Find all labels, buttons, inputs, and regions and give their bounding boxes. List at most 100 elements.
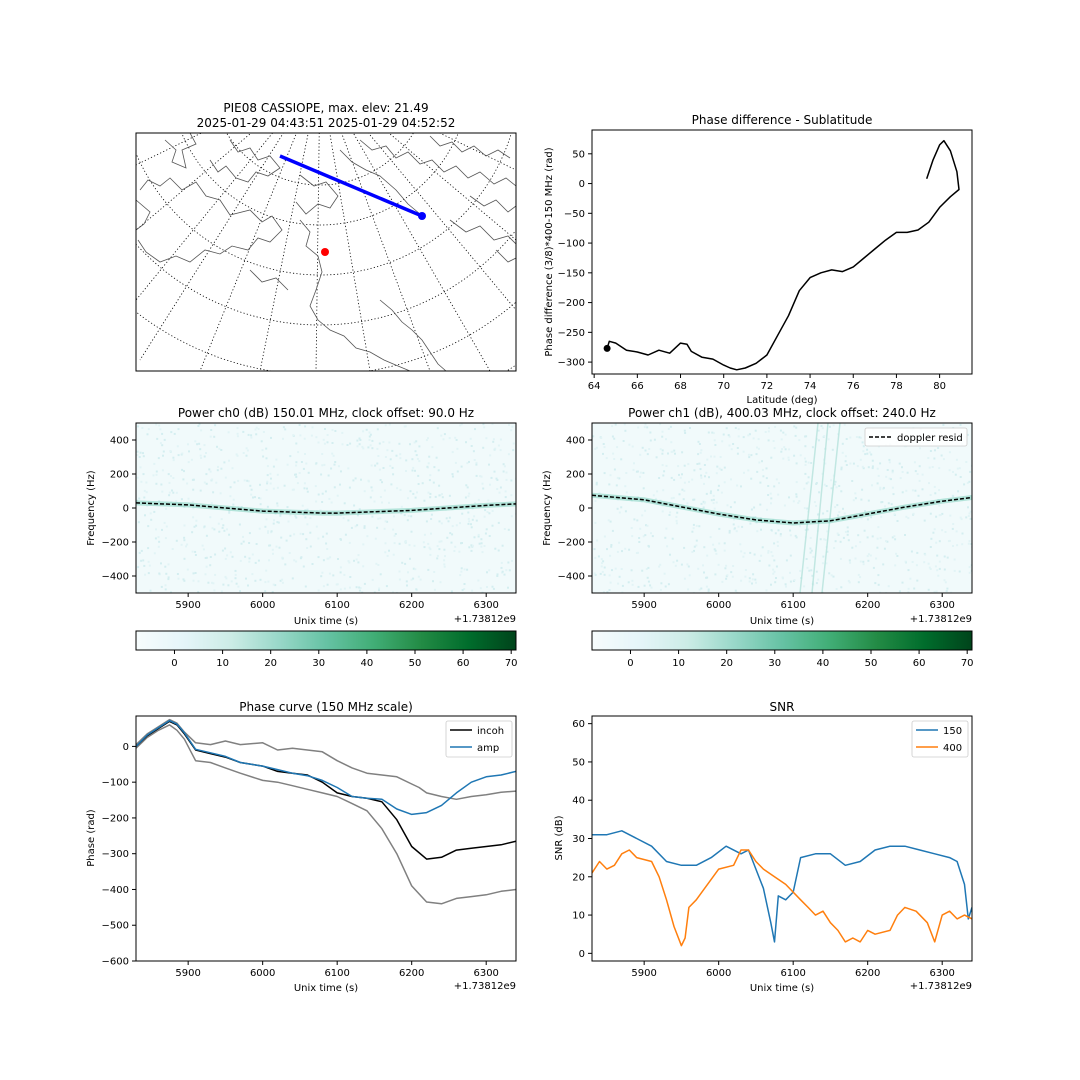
power-ch0-noise — [136, 423, 516, 593]
phase-sublat-ylabel: Phase difference (3/8)*400-150 MHz (rad) — [544, 147, 555, 356]
y-tick-label: 10 — [572, 911, 585, 922]
legend-amp-label: amp — [477, 743, 499, 754]
150-series-line — [592, 830, 972, 943]
map-title-line2: 2025-01-29 04:43:51 2025-01-29 04:52:52 — [197, 116, 456, 130]
phase-curve-y-ticks: −600 −500 −400 −300 −200 −100 0 — [102, 742, 136, 968]
phase-curve-title: Phase curve (150 MHz scale) — [239, 700, 413, 714]
y-tick-label: −150 — [558, 268, 585, 279]
phase-sublat-plot-area — [603, 139, 960, 371]
x-tick-label: 5900 — [631, 968, 656, 979]
y-tick-label: 60 — [572, 719, 585, 730]
legend-150-label: 150 — [943, 726, 962, 737]
phase-sublat-x-ticks: 64 66 68 70 72 74 76 78 80 — [588, 374, 946, 392]
400-series-line — [592, 849, 972, 947]
phase-curve-plot-area — [136, 718, 516, 905]
phase-curve-legend: incoh amp — [445, 720, 513, 758]
y-tick-label: 20 — [572, 872, 585, 883]
colorbar-tick-label: 40 — [817, 658, 830, 669]
x-tick-label: 5900 — [175, 968, 200, 979]
power-ch1-plot-area — [592, 423, 972, 593]
colorbar-tick-label: 10 — [216, 658, 229, 669]
snr-title: SNR — [770, 700, 795, 714]
power-ch0-y-ticks: −400 −200 0 200 400 — [102, 436, 136, 583]
snr-legend: 150 400 — [911, 720, 969, 758]
colorbar-tick-label: 10 — [672, 658, 685, 669]
colorbar-tick-label: 50 — [409, 658, 422, 669]
phase-curve-xlabel: Unix time (s) — [294, 983, 358, 994]
snr-x-ticks: 5900 6000 6100 6200 6300 — [631, 961, 955, 979]
x-tick-label: 6300 — [929, 600, 954, 611]
x-tick-label: 70 — [717, 381, 730, 392]
x-tick-label: 78 — [890, 381, 903, 392]
power-ch1-panel: Power ch1 (dB), 400.03 MHz, clock offset… — [542, 406, 973, 627]
snr-plot-area — [592, 830, 972, 947]
x-tick-label: 6300 — [473, 968, 498, 979]
snr-y-ticks: 0 10 20 30 40 50 60 — [572, 719, 592, 960]
y-tick-label: 200 — [566, 470, 585, 481]
colorbar-tick-label: 40 — [361, 658, 374, 669]
snr-panel: SNR 150 400 5900 6000 6100 6200 6300 0 10 20 30… — [554, 700, 973, 994]
power-ch1-ylabel: Frequency (Hz) — [542, 470, 553, 546]
power-ch1-offset: +1.73812e9 — [910, 614, 972, 625]
map-frame — [135, 132, 517, 372]
map-coastlines — [136, 133, 516, 371]
colorbar-tick-label: 20 — [720, 658, 733, 669]
y-tick-label: −400 — [102, 885, 129, 896]
y-tick-label: −100 — [558, 239, 585, 250]
x-tick-label: 6200 — [855, 968, 880, 979]
doppler-resid-line — [136, 502, 516, 514]
power-ch1-x-ticks: 5900 6000 6100 6200 6300 — [631, 593, 955, 611]
x-tick-label: 64 — [588, 381, 601, 392]
y-tick-label: −200 — [558, 538, 585, 549]
y-tick-label: −400 — [102, 572, 129, 583]
colorbar-tick-label: 30 — [312, 658, 325, 669]
x-tick-label: 5900 — [631, 600, 656, 611]
colorbar-tick-label: 60 — [913, 658, 926, 669]
x-tick-label: 6200 — [399, 600, 424, 611]
power-ch0-xlabel: Unix time (s) — [294, 616, 358, 627]
y-tick-label: −50 — [564, 209, 585, 220]
x-tick-label: 6300 — [929, 968, 954, 979]
y-tick-label: 0 — [123, 504, 129, 515]
phase-curve-offset: +1.73812e9 — [454, 981, 516, 992]
colorbar-ch1-ticks: 0 10 20 30 40 50 60 70 — [627, 650, 974, 669]
x-tick-label: 6200 — [399, 968, 424, 979]
x-tick-label: 6000 — [250, 968, 275, 979]
phase-curve-frame — [135, 715, 517, 962]
y-tick-label: 40 — [572, 796, 585, 807]
legend-incoh-label: incoh — [477, 726, 504, 737]
colorbar-ch0-ticks: 0 10 20 30 40 50 60 70 — [171, 650, 518, 669]
power-ch0-title: Power ch0 (dB) 150.01 MHz, clock offset:… — [178, 406, 474, 420]
x-tick-label: 6000 — [706, 968, 731, 979]
x-tick-label: 6100 — [324, 968, 349, 979]
map-title-line1: PIE08 CASSIOPE, max. elev: 21.49 — [223, 101, 428, 115]
amp-series-line — [136, 719, 516, 816]
satellite-track-end-marker — [418, 212, 426, 220]
power-ch0-x-ticks: 5900 6000 6100 6200 6300 — [175, 593, 499, 611]
y-tick-label: 0 — [123, 742, 129, 753]
colorbar-tick-label: 0 — [627, 658, 633, 669]
snr-xlabel: Unix time (s) — [750, 983, 814, 994]
colorbar-tick-label: 30 — [768, 658, 781, 669]
phase-sublat-title: Phase difference - Sublatitude — [692, 113, 873, 127]
y-tick-label: −100 — [102, 778, 129, 789]
x-tick-label: 6200 — [855, 600, 880, 611]
power-ch0-ylabel: Frequency (Hz) — [86, 470, 97, 546]
colorbar-tick-label: 60 — [457, 658, 470, 669]
x-tick-label: 6100 — [780, 600, 805, 611]
y-tick-label: −250 — [558, 328, 585, 339]
y-tick-label: −600 — [102, 957, 129, 968]
power-ch0-offset: +1.73812e9 — [454, 614, 516, 625]
colorbar-tick-label: 70 — [505, 658, 518, 669]
legend-doppler-resid-label: doppler resid — [897, 433, 963, 444]
y-tick-label: 30 — [572, 834, 585, 845]
satellite-track-line — [279, 154, 423, 218]
colorbar-tick-label: 70 — [961, 658, 974, 669]
x-tick-label: 74 — [804, 381, 817, 392]
legend-400-label: 400 — [943, 743, 962, 754]
power-ch0-panel: Power ch0 (dB) 150.01 MHz, clock offset:… — [86, 406, 517, 627]
power-ch1-xlabel: Unix time (s) — [750, 616, 814, 627]
x-tick-label: 6000 — [250, 600, 275, 611]
x-tick-label: 5900 — [175, 600, 200, 611]
x-tick-label: 76 — [847, 381, 860, 392]
